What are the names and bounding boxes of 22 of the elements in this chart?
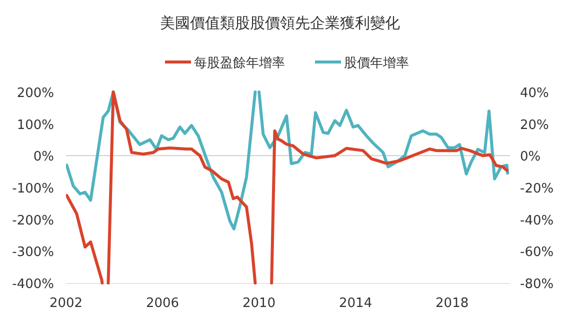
y-tick-label: 0% [33,150,54,165]
x-tick-label: 2006 [146,296,180,311]
y2-tick-label: -60% [520,245,554,260]
y-tick-label: -100% [12,182,54,196]
x-tick-label: 2014 [339,296,372,311]
x-tick-label: 2018 [436,296,469,311]
y2-tick-label: 40% [520,86,549,101]
legend-label: 股價年增率 [344,55,409,71]
y2-tick-label: -80% [520,277,554,292]
y-tick-label: 200% [16,86,54,101]
title: 美國價值類股股價領先企業獲利變化 [160,14,400,32]
y-tick-label: 100% [16,118,54,133]
y-tick-label: -300% [12,245,54,260]
legend-label: 每股盈餘年增率 [194,55,285,71]
x-tick-label: 2002 [49,296,83,311]
x-tick-label: 2010 [242,296,276,311]
y-tick-label: -400% [12,277,54,292]
y-tick-label: -200% [12,213,54,228]
y2-tick-label: 20% [520,118,549,133]
y2-tick-label: -20% [520,182,554,196]
y2-tick-label: -40% [520,213,554,228]
y2-tick-label: 0% [520,150,541,165]
